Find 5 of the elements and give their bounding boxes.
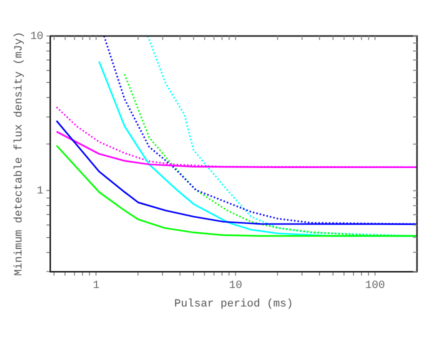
y-axis-title: Minimum detectable flux density (mJy) [14, 32, 26, 276]
x-tick-label: 100 [365, 280, 385, 292]
x-tick-label: 10 [228, 280, 242, 292]
x-axis-title: Pulsar period (ms) [174, 298, 294, 310]
x-tick-label: 1 [92, 280, 100, 292]
